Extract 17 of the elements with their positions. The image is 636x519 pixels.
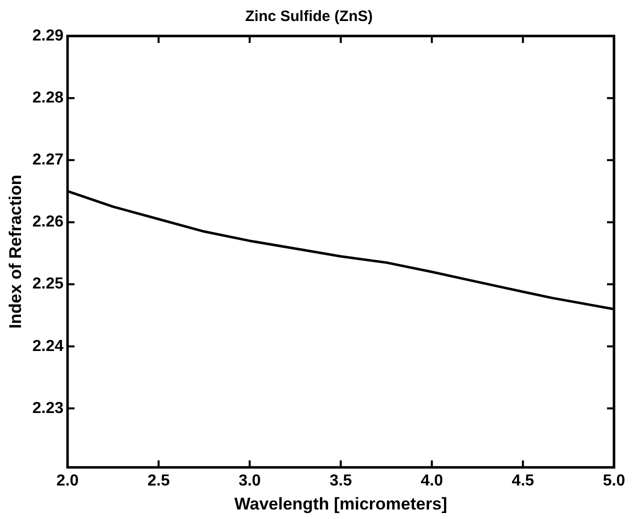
x-tick-label: 5.0 [602,472,626,490]
chart-title: Zinc Sulfide (ZnS) [245,8,373,26]
x-tick-label: 4.5 [512,472,534,490]
x-tick-label: 2.5 [147,472,170,490]
y-axis-title: Index of Refraction [6,174,25,329]
x-tick-label: 3.5 [330,472,352,490]
y-tick-label: 2.24 [32,338,64,355]
x-tick-label: 4.0 [420,472,444,490]
y-tick-label: 2.27 [32,152,64,169]
y-tick-label: 2.29 [32,27,64,44]
y-tick-label: 2.25 [32,276,64,293]
x-tick-label: 2.0 [56,472,79,490]
y-tick-label: 2.28 [32,89,64,106]
x-tick-label: 3.0 [238,472,261,490]
y-tick-label: 2.26 [32,214,64,231]
x-axis-title: Wavelength [micrometers] [234,494,448,514]
y-tick-label: 2.23 [32,400,64,417]
